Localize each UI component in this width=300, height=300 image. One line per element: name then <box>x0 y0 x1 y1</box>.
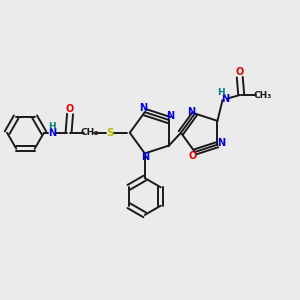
Text: O: O <box>188 151 196 161</box>
Text: CH₃: CH₃ <box>253 91 272 100</box>
Text: N: N <box>141 152 149 162</box>
Text: N: N <box>221 94 229 103</box>
Text: N: N <box>217 138 225 148</box>
Text: O: O <box>236 67 244 77</box>
Text: N: N <box>187 107 195 117</box>
Text: O: O <box>66 104 74 114</box>
Text: N: N <box>139 103 147 113</box>
Text: N: N <box>48 128 56 138</box>
Text: H: H <box>48 122 56 131</box>
Text: N: N <box>167 111 175 121</box>
Text: H: H <box>217 88 225 97</box>
Text: S: S <box>106 128 113 138</box>
Text: CH₂: CH₂ <box>80 128 98 137</box>
